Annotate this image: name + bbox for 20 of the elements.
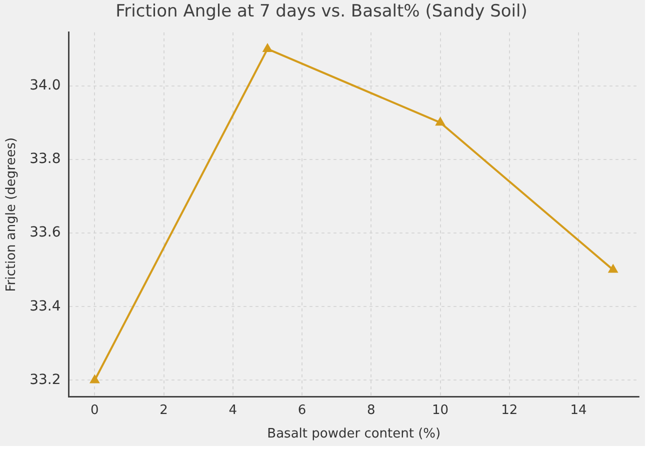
x-tick-label: 6 — [298, 402, 306, 418]
y-tick-label: 33.8 — [30, 151, 61, 168]
point — [608, 264, 618, 273]
x-tick-label: 10 — [432, 402, 449, 418]
y-tick-label: 33.2 — [30, 372, 61, 388]
y-tick-label: 34.0 — [30, 77, 61, 94]
point — [436, 118, 445, 126]
y-tick-label: 33.4 — [30, 298, 61, 314]
x-tick-label: 8 — [367, 402, 376, 418]
x-tick-label: 2 — [160, 402, 168, 418]
chart-title: Friction Angle at 7 days vs. Basalt% (Sandy Soil) — [116, 2, 528, 22]
x-axis-title: Basalt powder content (%) — [267, 426, 441, 442]
y-axis-title: Friction angle (degrees) — [4, 137, 20, 292]
point — [90, 375, 100, 384]
x-tick-label: 0 — [90, 402, 99, 418]
x-tick-label: 12 — [501, 402, 518, 418]
y-tick-label: 33.6 — [30, 224, 61, 241]
point — [263, 44, 272, 52]
x-tick-label: 14 — [570, 402, 587, 418]
x-tick-label: 4 — [228, 402, 238, 418]
